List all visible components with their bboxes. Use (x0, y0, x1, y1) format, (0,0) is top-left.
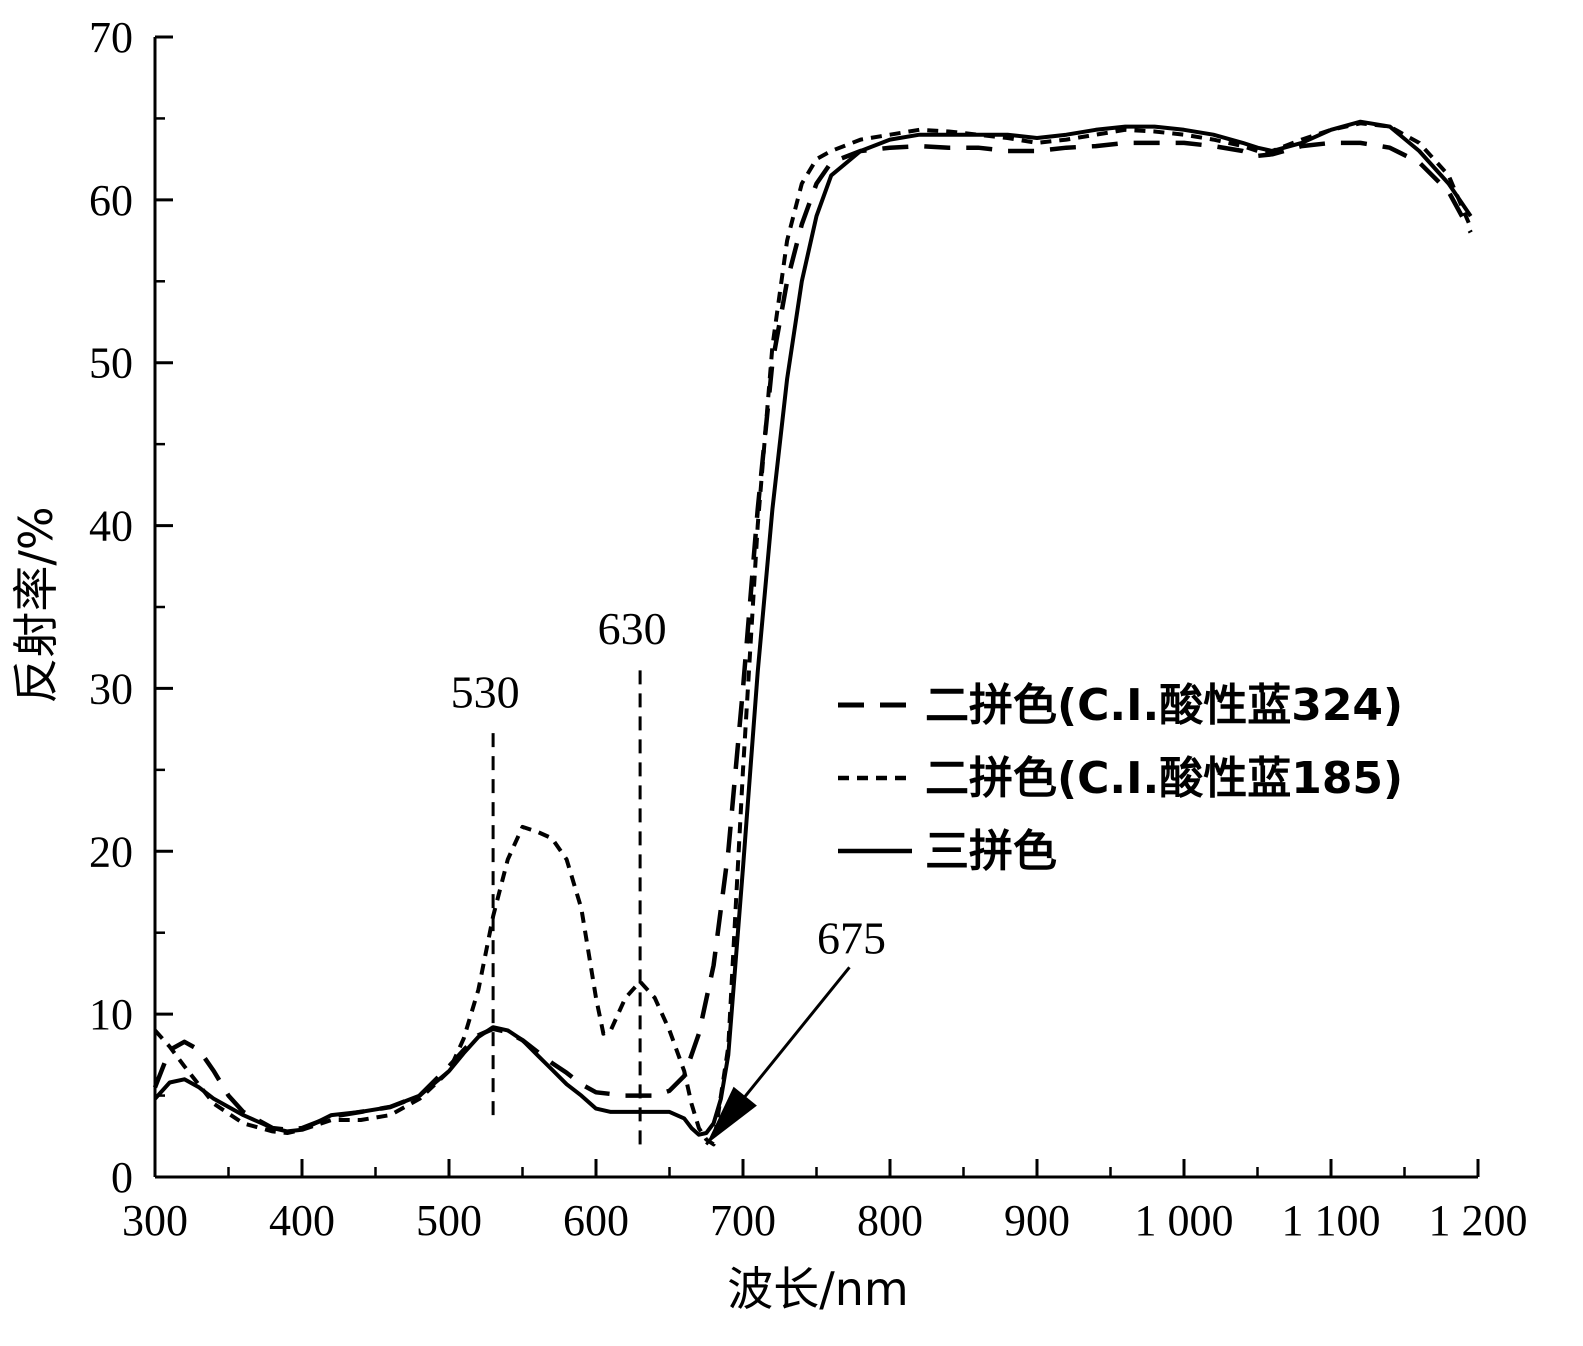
legend-label-1: 二拼色(C.I.酸性蓝324) (925, 680, 1403, 731)
y-tick-label: 50 (89, 339, 133, 388)
x-tick-label: 900 (1004, 1196, 1070, 1245)
x-tick-label: 1 200 (1429, 1196, 1528, 1245)
series-line-2 (153, 121, 1473, 1147)
annotations: 530 630 675 (451, 603, 886, 1146)
axes: 300 400 500 600 700 800 900 1 000 1 100 1 200 0 10 2… (89, 13, 1528, 1245)
y-tick-label: 0 (111, 1153, 133, 1202)
y-tick-label: 30 (89, 664, 133, 713)
legend-label-2: 二拼色(C.I.酸性蓝185) (925, 753, 1403, 804)
y-tick-label: 20 (89, 827, 133, 876)
x-tick-label: 700 (710, 1196, 776, 1245)
annotation-arrow-head (706, 1086, 757, 1145)
y-tick-label: 10 (89, 990, 133, 1039)
x-tick-label: 300 (122, 1196, 188, 1245)
annotation-label: 530 (451, 667, 520, 718)
x-tick-label: 600 (563, 1196, 629, 1245)
x-tick-label: 800 (857, 1196, 923, 1245)
x-tick-label: 1 000 (1135, 1196, 1234, 1245)
series-lines (152, 119, 1473, 1147)
x-tick-label: 400 (269, 1196, 335, 1245)
series-line-3 (153, 119, 1473, 1137)
x-tick-label: 1 100 (1282, 1196, 1381, 1245)
series-line-1 (152, 140, 1473, 1133)
x-tick-label: 500 (416, 1196, 482, 1245)
y-tick-label: 40 (89, 502, 133, 551)
x-axis-title: 波长/nm (727, 1262, 908, 1316)
y-axis-title: 反射率/% (9, 506, 63, 703)
annotation-label: 675 (817, 912, 886, 963)
legend-label-3: 三拼色 (925, 826, 1057, 877)
y-tick-label: 60 (89, 176, 133, 225)
y-tick-label: 70 (89, 13, 133, 62)
legend: 二拼色(C.I.酸性蓝324) 二拼色(C.I.酸性蓝185) 三拼色 (838, 680, 1403, 877)
annotation-label: 630 (598, 603, 667, 654)
